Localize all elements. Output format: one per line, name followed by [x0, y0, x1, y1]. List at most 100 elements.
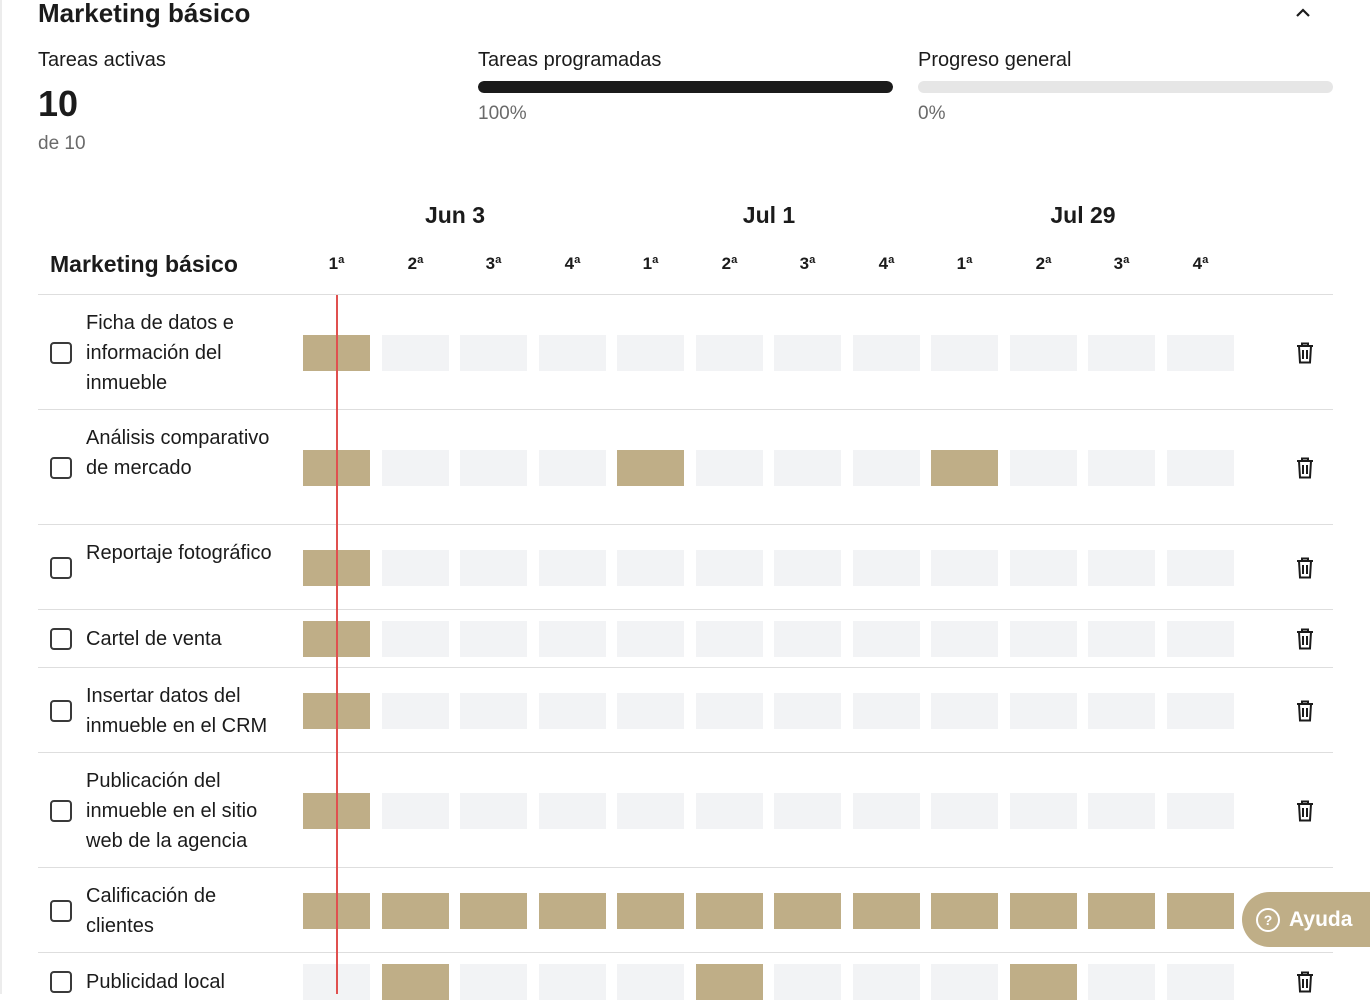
- empty-week-cell[interactable]: [539, 549, 606, 586]
- delete-task-button[interactable]: [1294, 799, 1316, 823]
- empty-week-cell[interactable]: [1010, 792, 1077, 829]
- task-checkbox[interactable]: [50, 699, 72, 722]
- empty-week-cell[interactable]: [1167, 964, 1234, 1000]
- empty-week-cell[interactable]: [774, 964, 841, 1000]
- empty-week-cell[interactable]: [696, 334, 763, 371]
- delete-task-button[interactable]: [1294, 556, 1316, 580]
- task-checkbox[interactable]: [50, 628, 72, 650]
- scheduled-week-cell[interactable]: [1010, 964, 1077, 1000]
- scheduled-week-cell[interactable]: [1167, 892, 1234, 929]
- empty-week-cell[interactable]: [853, 549, 920, 586]
- empty-week-cell[interactable]: [931, 549, 998, 586]
- scheduled-week-cell[interactable]: [539, 892, 606, 929]
- empty-week-cell[interactable]: [1167, 449, 1234, 486]
- empty-week-cell[interactable]: [931, 964, 998, 1000]
- delete-task-button[interactable]: [1294, 341, 1316, 365]
- scheduled-week-cell[interactable]: [617, 892, 684, 929]
- scheduled-week-cell[interactable]: [853, 892, 920, 929]
- empty-week-cell[interactable]: [853, 692, 920, 729]
- scheduled-week-cell[interactable]: [1088, 892, 1155, 929]
- empty-week-cell[interactable]: [617, 621, 684, 657]
- scheduled-week-cell[interactable]: [774, 892, 841, 929]
- empty-week-cell[interactable]: [539, 449, 606, 486]
- empty-week-cell[interactable]: [1088, 334, 1155, 371]
- collapse-button[interactable]: [1288, 0, 1318, 27]
- empty-week-cell[interactable]: [460, 621, 527, 657]
- task-checkbox[interactable]: [50, 341, 72, 364]
- empty-week-cell[interactable]: [1088, 621, 1155, 657]
- empty-week-cell[interactable]: [1088, 449, 1155, 486]
- empty-week-cell[interactable]: [774, 692, 841, 729]
- empty-week-cell[interactable]: [931, 792, 998, 829]
- empty-week-cell[interactable]: [460, 792, 527, 829]
- delete-task-button[interactable]: [1294, 456, 1316, 480]
- empty-week-cell[interactable]: [696, 692, 763, 729]
- empty-week-cell[interactable]: [1167, 549, 1234, 586]
- empty-week-cell[interactable]: [696, 449, 763, 486]
- scheduled-week-cell[interactable]: [696, 964, 763, 1000]
- task-checkbox[interactable]: [50, 971, 72, 993]
- task-checkbox[interactable]: [50, 456, 72, 479]
- empty-week-cell[interactable]: [1010, 621, 1077, 657]
- empty-week-cell[interactable]: [774, 334, 841, 371]
- empty-week-cell[interactable]: [853, 334, 920, 371]
- task-checkbox[interactable]: [50, 556, 72, 579]
- empty-week-cell[interactable]: [382, 792, 449, 829]
- empty-week-cell[interactable]: [1088, 549, 1155, 586]
- scheduled-week-cell[interactable]: [931, 449, 998, 486]
- empty-week-cell[interactable]: [617, 334, 684, 371]
- task-checkbox[interactable]: [50, 899, 72, 922]
- delete-task-button[interactable]: [1294, 627, 1316, 651]
- empty-week-cell[interactable]: [774, 549, 841, 586]
- delete-task-button[interactable]: [1294, 699, 1316, 723]
- scheduled-week-cell[interactable]: [460, 892, 527, 929]
- empty-week-cell[interactable]: [382, 692, 449, 729]
- empty-week-cell[interactable]: [617, 792, 684, 829]
- empty-week-cell[interactable]: [1010, 334, 1077, 371]
- empty-week-cell[interactable]: [853, 792, 920, 829]
- empty-week-cell[interactable]: [382, 334, 449, 371]
- empty-week-cell[interactable]: [1167, 621, 1234, 657]
- empty-week-cell[interactable]: [539, 334, 606, 371]
- empty-week-cell[interactable]: [1010, 692, 1077, 729]
- scheduled-week-cell[interactable]: [382, 892, 449, 929]
- help-button[interactable]: ? Ayuda: [1242, 892, 1370, 947]
- empty-week-cell[interactable]: [696, 621, 763, 657]
- scheduled-week-cell[interactable]: [1010, 892, 1077, 929]
- empty-week-cell[interactable]: [931, 621, 998, 657]
- empty-week-cell[interactable]: [774, 621, 841, 657]
- empty-week-cell[interactable]: [1010, 449, 1077, 486]
- empty-week-cell[interactable]: [696, 549, 763, 586]
- scheduled-week-cell[interactable]: [382, 964, 449, 1000]
- empty-week-cell[interactable]: [460, 964, 527, 1000]
- empty-week-cell[interactable]: [853, 449, 920, 486]
- delete-task-button[interactable]: [1294, 970, 1316, 994]
- empty-week-cell[interactable]: [1088, 792, 1155, 829]
- empty-week-cell[interactable]: [1167, 692, 1234, 729]
- empty-week-cell[interactable]: [382, 449, 449, 486]
- empty-week-cell[interactable]: [539, 964, 606, 1000]
- empty-week-cell[interactable]: [617, 692, 684, 729]
- empty-week-cell[interactable]: [539, 792, 606, 829]
- scheduled-week-cell[interactable]: [617, 449, 684, 486]
- empty-week-cell[interactable]: [382, 549, 449, 586]
- empty-week-cell[interactable]: [1088, 692, 1155, 729]
- empty-week-cell[interactable]: [460, 549, 527, 586]
- scheduled-week-cell[interactable]: [931, 892, 998, 929]
- empty-week-cell[interactable]: [382, 621, 449, 657]
- empty-week-cell[interactable]: [931, 692, 998, 729]
- empty-week-cell[interactable]: [1010, 549, 1077, 586]
- empty-week-cell[interactable]: [617, 549, 684, 586]
- empty-week-cell[interactable]: [853, 621, 920, 657]
- empty-week-cell[interactable]: [460, 449, 527, 486]
- empty-week-cell[interactable]: [696, 792, 763, 829]
- empty-week-cell[interactable]: [460, 334, 527, 371]
- empty-week-cell[interactable]: [460, 692, 527, 729]
- empty-week-cell[interactable]: [539, 692, 606, 729]
- empty-week-cell[interactable]: [774, 449, 841, 486]
- empty-week-cell[interactable]: [539, 621, 606, 657]
- empty-week-cell[interactable]: [853, 964, 920, 1000]
- scheduled-week-cell[interactable]: [696, 892, 763, 929]
- empty-week-cell[interactable]: [931, 334, 998, 371]
- empty-week-cell[interactable]: [1167, 334, 1234, 371]
